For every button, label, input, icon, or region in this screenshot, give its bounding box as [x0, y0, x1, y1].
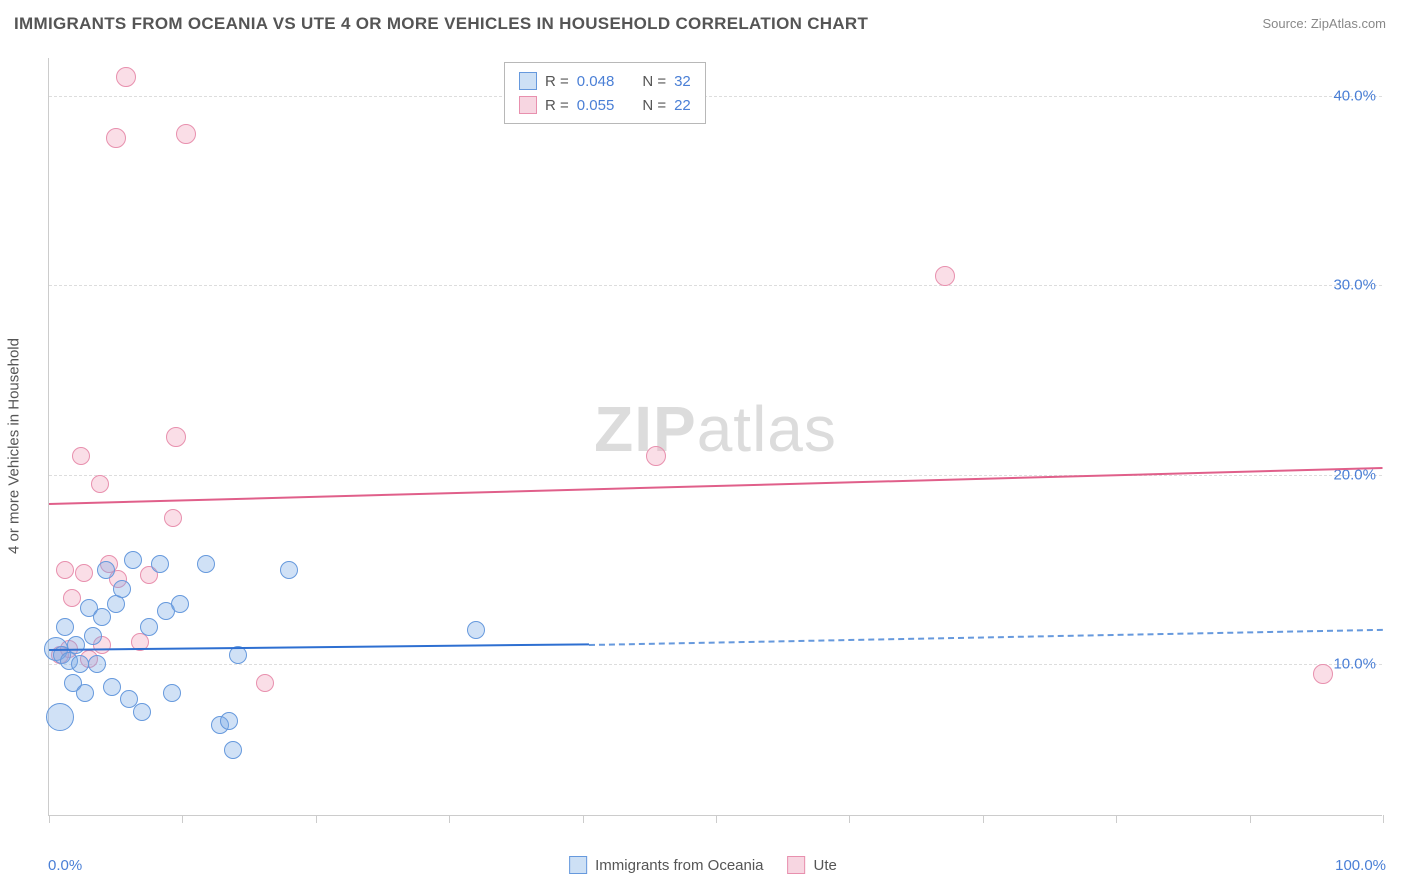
point-blue [56, 618, 74, 636]
gridline [49, 664, 1382, 665]
y-axis-label: 4 or more Vehicles in Household [6, 338, 23, 554]
stats-r-value: 0.048 [577, 73, 615, 90]
plot-area: ZIPatlas 10.0%20.0%30.0%40.0% R = 0.048 … [48, 58, 1382, 816]
point-pink [256, 674, 274, 692]
stats-n-value: 22 [674, 97, 691, 114]
point-blue [97, 561, 115, 579]
legend-label-blue: Immigrants from Oceania [595, 857, 763, 874]
point-blue [140, 618, 158, 636]
stats-label: N = [642, 73, 666, 90]
legend-item-blue: Immigrants from Oceania [569, 856, 763, 874]
stats-row: R = 0.048 N = 32 [519, 69, 691, 93]
watermark-atlas: atlas [697, 393, 837, 465]
x-axis-max-label: 100.0% [1335, 857, 1386, 874]
point-pink [1313, 664, 1333, 684]
x-tick [1116, 815, 1117, 823]
trend-line [49, 644, 589, 652]
point-pink [91, 475, 109, 493]
legend-item-pink: Ute [788, 856, 837, 874]
point-pink [116, 67, 136, 87]
stats-label: N = [642, 97, 666, 114]
trend-line [589, 628, 1383, 645]
chart-source: Source: ZipAtlas.com [1262, 16, 1386, 31]
gridline [49, 285, 1382, 286]
gridline [49, 475, 1382, 476]
point-blue [88, 655, 106, 673]
x-tick [449, 815, 450, 823]
stats-swatch [519, 96, 537, 114]
x-tick [1250, 815, 1251, 823]
stats-swatch [519, 72, 537, 90]
point-blue [103, 678, 121, 696]
x-tick [983, 815, 984, 823]
point-pink [164, 509, 182, 527]
point-pink [106, 128, 126, 148]
x-tick [182, 815, 183, 823]
point-blue [151, 555, 169, 573]
point-blue [93, 608, 111, 626]
legend-label-pink: Ute [814, 857, 837, 874]
point-pink [935, 266, 955, 286]
point-blue [224, 741, 242, 759]
point-blue [133, 703, 151, 721]
bottom-legend: Immigrants from Oceania Ute [569, 856, 837, 874]
stats-n-value: 32 [674, 73, 691, 90]
trend-line [49, 467, 1383, 505]
x-tick [49, 815, 50, 823]
point-blue [71, 655, 89, 673]
stats-label: R = [545, 97, 569, 114]
chart-title: IMMIGRANTS FROM OCEANIA VS UTE 4 OR MORE… [14, 14, 868, 34]
x-tick [1383, 815, 1384, 823]
chart-container: IMMIGRANTS FROM OCEANIA VS UTE 4 OR MORE… [0, 0, 1406, 892]
point-blue [280, 561, 298, 579]
point-blue [163, 684, 181, 702]
point-blue [84, 627, 102, 645]
point-blue [197, 555, 215, 573]
stats-label: R = [545, 73, 569, 90]
watermark: ZIPatlas [594, 392, 837, 466]
point-blue [467, 621, 485, 639]
point-pink [646, 446, 666, 466]
x-tick [316, 815, 317, 823]
point-blue [76, 684, 94, 702]
x-tick [716, 815, 717, 823]
stats-row: R = 0.055 N = 22 [519, 93, 691, 117]
point-blue [220, 712, 238, 730]
point-pink [176, 124, 196, 144]
stats-r-value: 0.055 [577, 97, 615, 114]
y-tick-label: 40.0% [1333, 87, 1376, 104]
point-pink [75, 564, 93, 582]
point-blue [46, 703, 74, 731]
point-pink [56, 561, 74, 579]
x-axis-min-label: 0.0% [48, 857, 82, 874]
legend-swatch-pink [788, 856, 806, 874]
gridline [49, 96, 1382, 97]
point-blue [124, 551, 142, 569]
x-tick [583, 815, 584, 823]
point-blue [113, 580, 131, 598]
point-blue [171, 595, 189, 613]
y-tick-label: 30.0% [1333, 277, 1376, 294]
point-pink [72, 447, 90, 465]
point-blue [67, 636, 85, 654]
point-pink [63, 589, 81, 607]
stats-legend: R = 0.048 N = 32 R = 0.055 N = 22 [504, 62, 706, 124]
point-pink [166, 427, 186, 447]
y-tick-label: 10.0% [1333, 656, 1376, 673]
x-tick [849, 815, 850, 823]
legend-swatch-blue [569, 856, 587, 874]
